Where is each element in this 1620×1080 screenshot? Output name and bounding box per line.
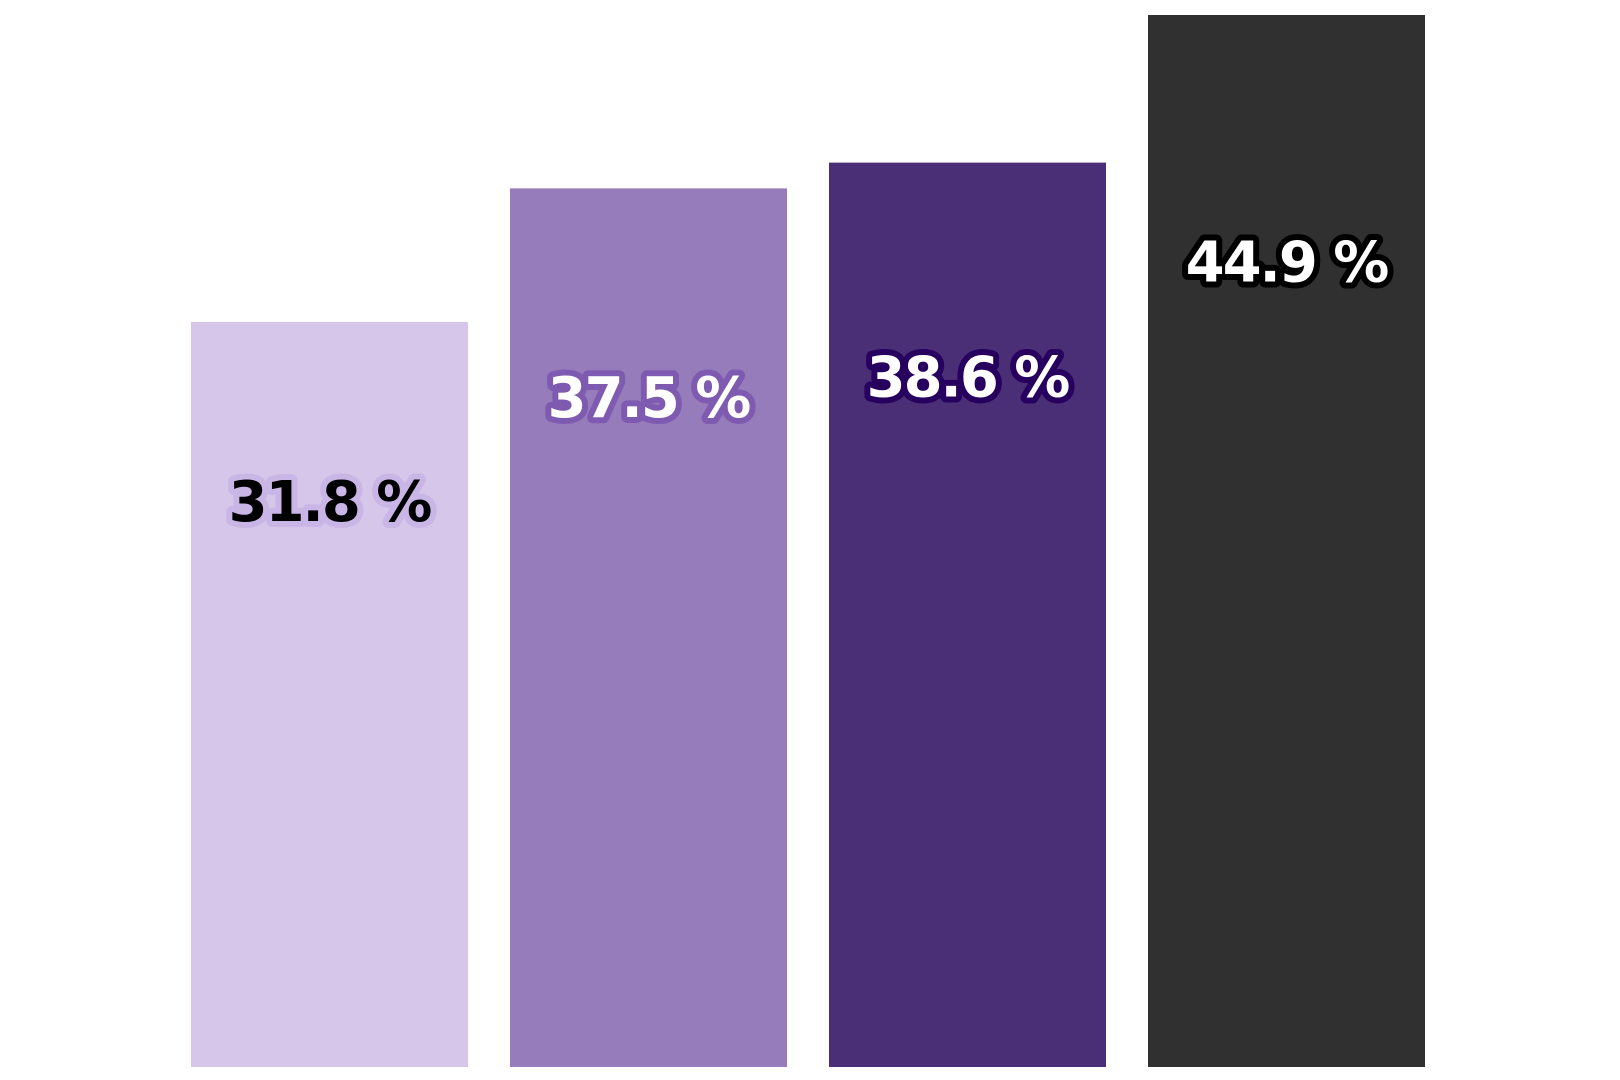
- bar-value-label-2: 37.5 %: [548, 366, 751, 431]
- bar-1: [191, 321, 468, 1067]
- bars-group: [191, 15, 1425, 1067]
- bar-value-label-4: 44.9 %: [1186, 231, 1389, 296]
- bar-value-label-3: 38.6 %: [867, 346, 1070, 411]
- bar-value-label-1: 31.8 %: [229, 470, 432, 535]
- bar-4: [1148, 15, 1425, 1067]
- data-labels-group: 31.8 % 37.5 % 38.6 % 44.9 %: [223, 225, 1397, 541]
- bar-3: [829, 162, 1106, 1067]
- bar-2: [510, 188, 787, 1067]
